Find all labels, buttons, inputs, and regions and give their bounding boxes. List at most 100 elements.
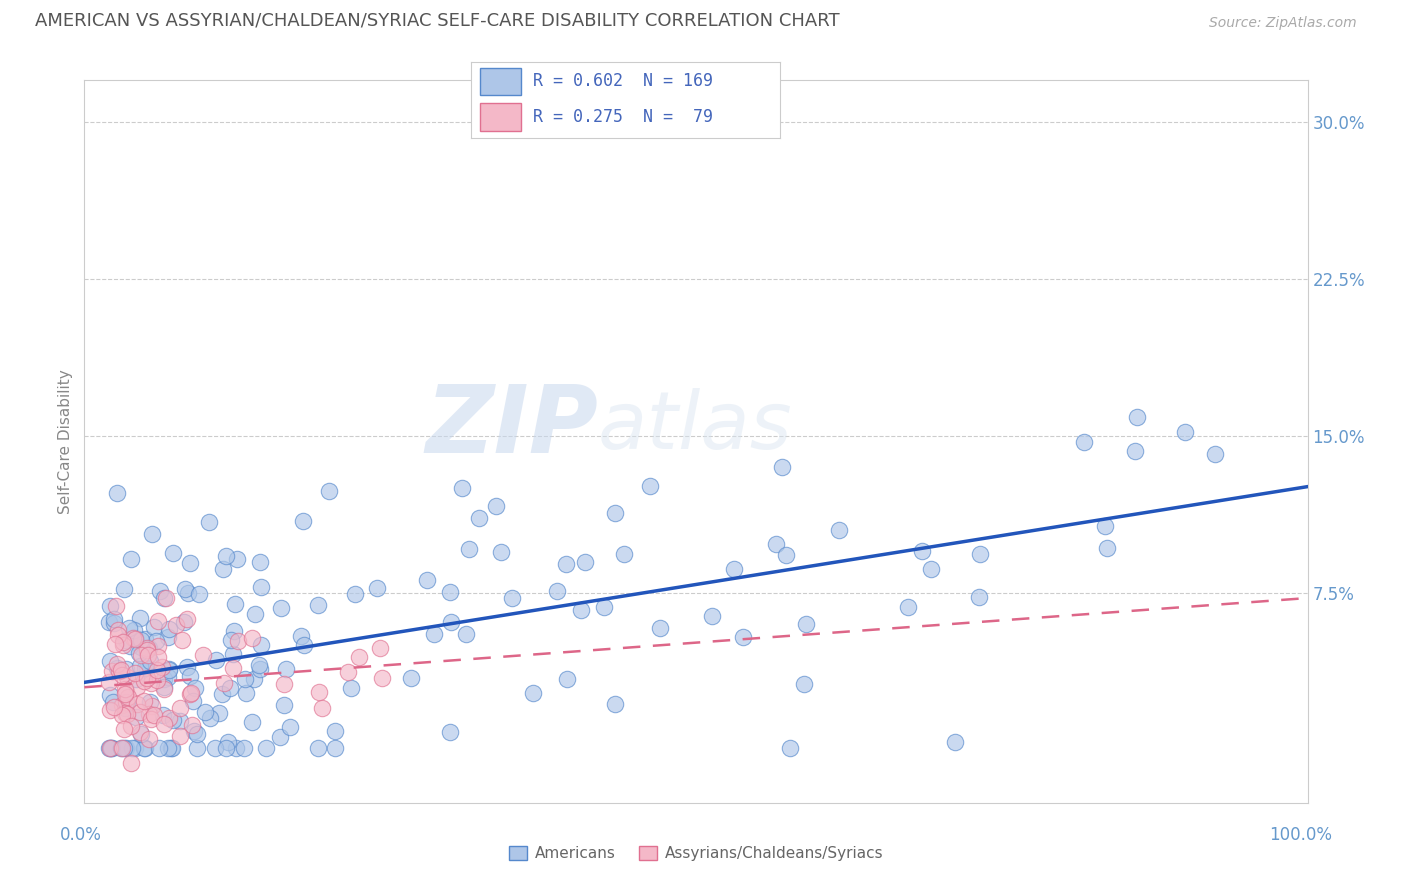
Legend: Americans, Assyrians/Chaldeans/Syriacs: Americans, Assyrians/Chaldeans/Syriacs (503, 840, 889, 867)
Point (254, 741, 277, 756)
Point (125, 672, 148, 686)
Point (221, 660, 243, 674)
Point (115, 696, 138, 710)
Point (103, 612, 125, 626)
Point (115, 663, 138, 677)
Point (110, 663, 132, 677)
Point (132, 694, 155, 708)
Point (141, 527, 163, 541)
Point (114, 695, 136, 709)
Point (501, 591, 523, 605)
Point (104, 637, 127, 651)
Point (120, 640, 142, 654)
Point (1073, 434, 1095, 449)
Point (117, 670, 139, 684)
Point (98, 674, 121, 689)
Point (121, 741, 143, 756)
Point (128, 611, 150, 625)
Point (226, 634, 249, 648)
Text: 100.0%: 100.0% (1270, 826, 1331, 844)
Point (129, 648, 152, 663)
Point (128, 646, 150, 660)
Point (186, 727, 208, 741)
Point (187, 587, 209, 601)
Point (139, 676, 162, 690)
Point (249, 662, 271, 676)
Point (336, 665, 359, 679)
Point (232, 741, 254, 756)
FancyBboxPatch shape (481, 103, 520, 130)
Point (146, 615, 169, 629)
Text: atlas: atlas (598, 388, 793, 467)
Point (423, 626, 446, 640)
Point (169, 729, 191, 743)
Point (204, 741, 226, 756)
Point (943, 735, 966, 749)
Point (456, 626, 478, 640)
Point (114, 706, 136, 720)
Point (212, 676, 235, 690)
Point (115, 741, 138, 756)
Point (920, 562, 942, 576)
Point (157, 623, 180, 637)
Point (124, 631, 146, 645)
Point (1095, 541, 1118, 556)
Point (160, 741, 183, 756)
Point (290, 629, 312, 643)
Point (208, 706, 231, 720)
Point (205, 653, 228, 667)
Point (765, 537, 787, 551)
Point (122, 631, 145, 645)
Point (162, 713, 184, 727)
Point (111, 634, 134, 648)
Point (177, 586, 200, 600)
Point (723, 562, 745, 576)
Point (138, 707, 160, 722)
Point (134, 632, 156, 647)
Point (98, 615, 121, 629)
Point (242, 672, 264, 686)
Point (107, 623, 129, 637)
Point (129, 727, 152, 741)
Point (141, 699, 163, 714)
Point (139, 653, 162, 667)
Point (574, 555, 596, 569)
Point (211, 561, 233, 575)
Point (169, 714, 191, 728)
Point (323, 723, 346, 738)
Point (120, 719, 142, 733)
Point (157, 710, 180, 724)
Point (222, 648, 245, 662)
Point (1125, 443, 1147, 458)
Point (399, 671, 422, 685)
Point (153, 716, 176, 731)
Point (828, 524, 851, 538)
Point (132, 674, 155, 689)
Point (107, 664, 129, 678)
Point (134, 661, 156, 675)
Point (136, 643, 159, 657)
Point (136, 641, 159, 656)
Point (128, 658, 150, 673)
Point (269, 730, 291, 744)
Point (176, 612, 198, 626)
Point (243, 607, 266, 621)
Point (181, 694, 204, 708)
Point (139, 695, 162, 709)
Point (969, 590, 991, 604)
Point (146, 639, 169, 653)
Point (153, 672, 176, 686)
Point (150, 660, 173, 674)
Point (193, 706, 215, 720)
Point (152, 680, 174, 694)
Point (148, 741, 170, 756)
Text: 0.0%: 0.0% (60, 826, 101, 844)
Point (793, 676, 815, 690)
Point (156, 741, 179, 756)
Point (124, 741, 146, 756)
Point (235, 686, 257, 700)
Point (135, 661, 157, 675)
Point (103, 616, 125, 631)
Point (114, 685, 136, 699)
Text: R = 0.275  N =  79: R = 0.275 N = 79 (533, 108, 713, 126)
